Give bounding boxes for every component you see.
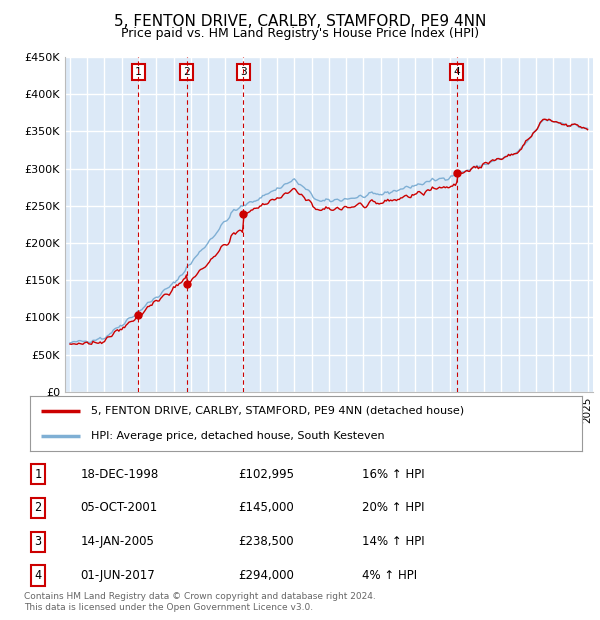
Text: 1: 1	[135, 67, 142, 77]
Text: 18-DEC-1998: 18-DEC-1998	[80, 467, 158, 481]
Text: 14% ↑ HPI: 14% ↑ HPI	[362, 535, 425, 548]
Text: 20% ↑ HPI: 20% ↑ HPI	[362, 502, 425, 515]
Text: 05-OCT-2001: 05-OCT-2001	[80, 502, 158, 515]
Text: HPI: Average price, detached house, South Kesteven: HPI: Average price, detached house, Sout…	[91, 432, 385, 441]
Text: 4: 4	[35, 569, 41, 582]
Text: £102,995: £102,995	[238, 467, 295, 481]
Text: 01-JUN-2017: 01-JUN-2017	[80, 569, 155, 582]
Text: 14-JAN-2005: 14-JAN-2005	[80, 535, 154, 548]
Text: 2: 2	[35, 502, 41, 515]
Text: 5, FENTON DRIVE, CARLBY, STAMFORD, PE9 4NN (detached house): 5, FENTON DRIVE, CARLBY, STAMFORD, PE9 4…	[91, 405, 464, 415]
Text: 4% ↑ HPI: 4% ↑ HPI	[362, 569, 418, 582]
Text: £145,000: £145,000	[238, 502, 294, 515]
Text: 4: 4	[454, 67, 460, 77]
Text: £294,000: £294,000	[238, 569, 294, 582]
Text: 5, FENTON DRIVE, CARLBY, STAMFORD, PE9 4NN: 5, FENTON DRIVE, CARLBY, STAMFORD, PE9 4…	[114, 14, 486, 29]
Text: 3: 3	[240, 67, 247, 77]
Text: 1: 1	[35, 467, 41, 481]
Text: 16% ↑ HPI: 16% ↑ HPI	[362, 467, 425, 481]
Text: Contains HM Land Registry data © Crown copyright and database right 2024.
This d: Contains HM Land Registry data © Crown c…	[24, 592, 376, 611]
Text: £238,500: £238,500	[238, 535, 294, 548]
Text: Price paid vs. HM Land Registry's House Price Index (HPI): Price paid vs. HM Land Registry's House …	[121, 27, 479, 40]
Text: 3: 3	[35, 535, 41, 548]
Text: 2: 2	[183, 67, 190, 77]
